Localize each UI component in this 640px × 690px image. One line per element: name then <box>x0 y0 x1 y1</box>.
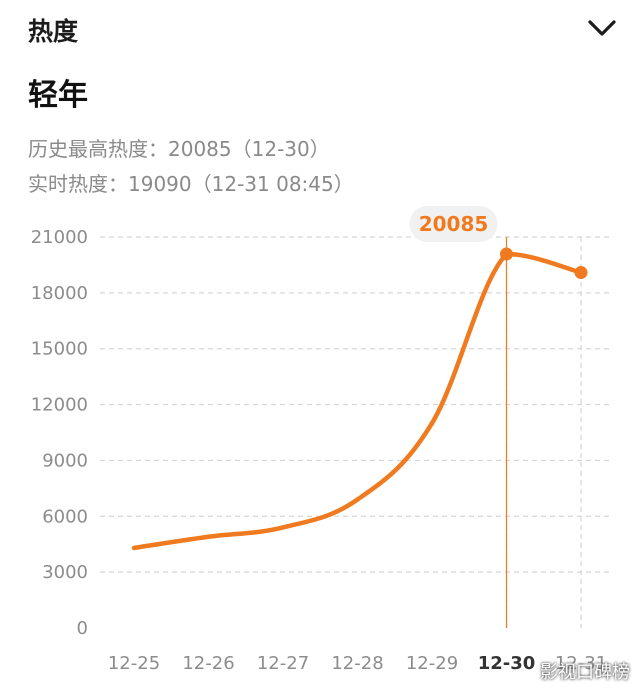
x-tick-label: 12-27 <box>257 653 309 674</box>
heat-line-chart[interactable]: 0 3000 6000 9000 12000 15000 18000 21000 12-25 12… <box>0 200 640 690</box>
section-title: 热度 <box>28 17 79 46</box>
show-title: 轻年 <box>28 78 88 113</box>
chevron-down-icon <box>588 20 616 36</box>
y-tick-label: 3000 <box>42 562 88 583</box>
x-tick-label: 12-26 <box>182 653 234 674</box>
x-tick-label: 12-30 <box>478 653 536 674</box>
data-point <box>500 247 513 261</box>
y-tick-label: 0 <box>77 618 88 639</box>
x-tick-label: 12-31 <box>555 653 607 674</box>
data-point <box>574 266 588 280</box>
collapse-button[interactable] <box>586 14 618 42</box>
watermark: 影视口碑榜 <box>540 662 630 683</box>
heat-header: 热度 <box>28 8 618 48</box>
y-tick-label: 12000 <box>31 395 88 416</box>
y-tick-label: 9000 <box>42 450 88 471</box>
x-tick-label: 12-29 <box>406 653 458 674</box>
tooltip-value: 20085 <box>419 212 489 236</box>
y-tick-label: 21000 <box>31 227 88 248</box>
live-heat-text: 实时热度：19090（12-31 08:45） <box>28 172 354 196</box>
x-tick-label: 12-28 <box>331 653 383 674</box>
y-tick-label: 6000 <box>42 506 88 527</box>
x-tick-label: 12-25 <box>108 653 160 674</box>
peak-heat-text: 历史最高热度：20085（12-30） <box>28 137 330 161</box>
tooltip-bubble <box>409 206 498 242</box>
y-tick-label: 18000 <box>31 283 88 304</box>
y-tick-label: 15000 <box>31 339 88 360</box>
series-line <box>131 251 584 551</box>
